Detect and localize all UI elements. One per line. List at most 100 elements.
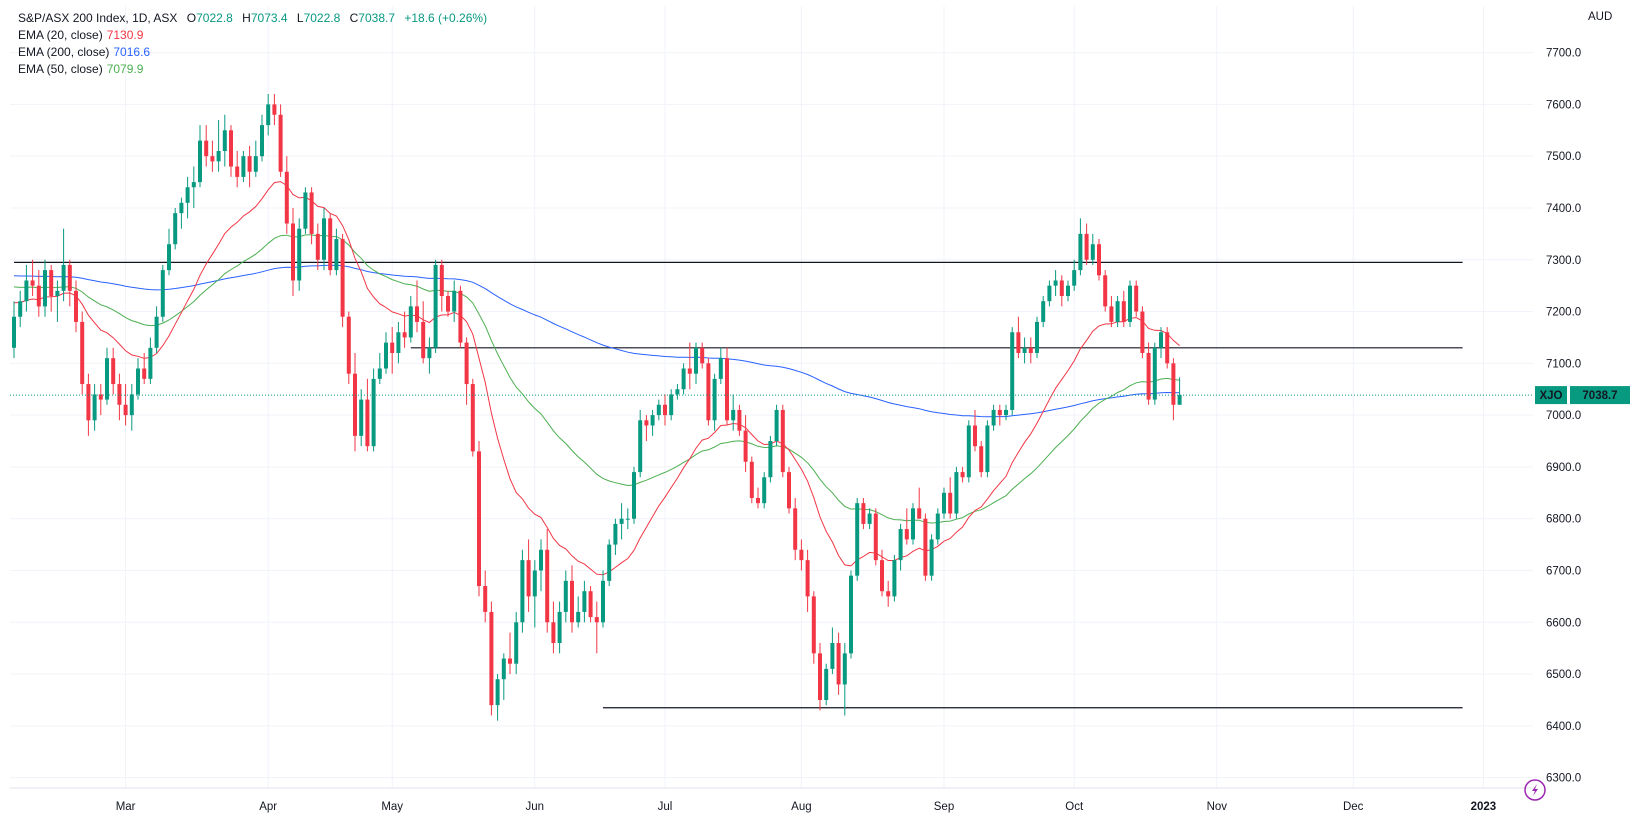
candle-up (266, 94, 271, 136)
currency-label: AUD (1588, 11, 1612, 23)
candle-up (613, 518, 618, 555)
candle-up (619, 503, 624, 540)
y-tick-label: 7700.0 (1546, 48, 1581, 60)
candle-up (1128, 280, 1132, 328)
candle-up (179, 197, 184, 229)
y-tick-label: 6500.0 (1546, 669, 1581, 681)
candle-up (1115, 296, 1120, 328)
candle-up (322, 207, 326, 271)
candle-up (582, 580, 587, 623)
candle-up (1004, 404, 1008, 421)
candle-down (1059, 275, 1064, 307)
candle-up (1041, 296, 1046, 328)
candle-up (632, 466, 636, 524)
candle-down (247, 145, 252, 188)
candle-down (291, 207, 295, 297)
candle-up (105, 347, 109, 405)
symbol-tag: XJO (1535, 386, 1567, 405)
legend-ema-200[interactable]: EMA (200, close) 7016.6 (18, 45, 151, 59)
ohlc-open: O7022.8 (186, 11, 233, 25)
candle-up (892, 554, 897, 602)
candle-up (991, 404, 996, 431)
candle-down (923, 513, 928, 581)
legend-ema-50[interactable]: EMA (50, close) 7079.9 (18, 62, 144, 76)
candle-down (873, 508, 878, 566)
price-axis[interactable]: 6300.0 6400.0 6500.0 6600.0 6700.0 6800.0 6900… (1546, 48, 1581, 785)
candle-up (61, 228, 66, 302)
candle-up (576, 596, 581, 628)
candle-up (167, 228, 171, 276)
legend-ema-20[interactable]: EMA (20, close) 7130.9 (18, 28, 144, 42)
candle-up (297, 218, 302, 291)
last-price-label: 7038.7 (1582, 390, 1617, 402)
candle-down (421, 301, 426, 364)
y-tick-label: 7300.0 (1546, 255, 1581, 267)
y-tick-label: 6600.0 (1546, 617, 1581, 629)
candle-up (408, 296, 413, 343)
x-tick-label: Sep (934, 801, 954, 813)
candle-up (1159, 327, 1163, 359)
x-tick-label: Mar (116, 801, 136, 813)
candle-down (142, 352, 147, 385)
candle-down (861, 497, 866, 530)
candle-down (30, 259, 35, 297)
candle-down (1165, 327, 1170, 369)
candle-down (880, 549, 884, 597)
candle-up (985, 420, 990, 478)
candle-down (1097, 239, 1101, 281)
x-tick-label: Jul (658, 801, 673, 813)
candle-up (532, 560, 537, 628)
candle-up (1022, 337, 1027, 364)
candle-up (638, 409, 643, 478)
candle-up (966, 420, 971, 483)
candle-down (818, 642, 822, 711)
y-tick-label: 6300.0 (1546, 773, 1581, 785)
candle-down (551, 601, 556, 654)
candle-down (489, 601, 494, 716)
y-tick-label: 6400.0 (1546, 721, 1581, 733)
candle-up (849, 570, 853, 659)
candle-down (1121, 290, 1126, 328)
ema-50-line (13, 234, 1180, 524)
candle-down (973, 409, 977, 452)
candle-up (830, 627, 835, 675)
candle-down (1103, 270, 1108, 312)
candle-up (694, 342, 698, 385)
candle-up (607, 539, 612, 587)
candle-down (700, 342, 705, 369)
candle-down (415, 280, 419, 333)
candle-up (1035, 316, 1039, 359)
candle-up (718, 347, 723, 385)
x-tick-label: Jun (526, 801, 545, 813)
candle-down (1146, 342, 1151, 405)
candle-up (935, 508, 940, 545)
candle-down (725, 347, 729, 426)
candle-down (1109, 296, 1114, 328)
lightning-icon[interactable] (1524, 779, 1546, 801)
time-axis[interactable]: Mar Apr May Jun Jul Aug Sep Oct Nov Dec 2023 (10, 787, 1533, 813)
candle-down (74, 280, 78, 333)
candle-down (997, 404, 1002, 426)
candle-down (948, 477, 953, 519)
candle-up (824, 663, 829, 706)
candle-down (811, 591, 816, 664)
y-tick-label: 7500.0 (1546, 151, 1581, 163)
candle-up (24, 264, 29, 312)
y-tick-label: 7100.0 (1546, 358, 1581, 370)
candle-up (384, 332, 388, 374)
x-tick-label: Aug (791, 801, 811, 813)
candle-down (743, 415, 748, 473)
candle-up (520, 549, 525, 633)
candle-up (253, 140, 258, 177)
candle-down (1171, 358, 1176, 421)
candle-up (675, 384, 680, 400)
candle-up (954, 466, 959, 519)
candle-down (588, 586, 593, 623)
candle-down (1140, 306, 1145, 359)
candle-up (160, 264, 165, 322)
candle-down (390, 327, 395, 374)
candle-up (656, 399, 661, 421)
candle-down (886, 580, 891, 607)
candle-down (780, 404, 785, 478)
